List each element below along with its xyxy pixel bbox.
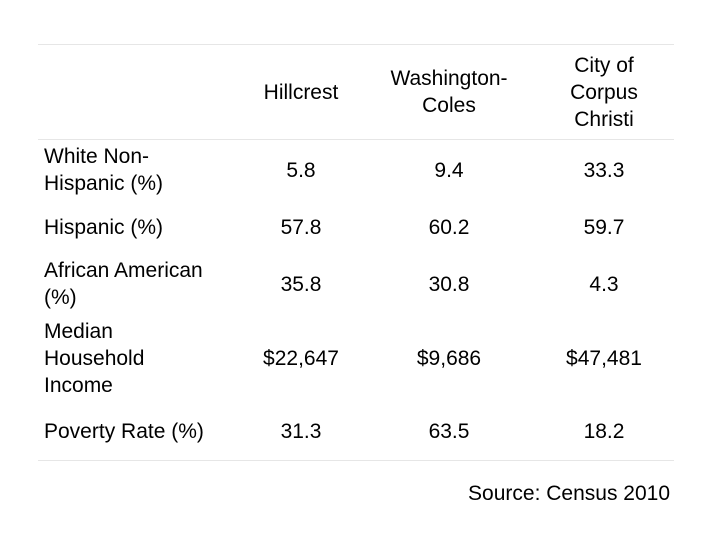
cell-value: $47,481 <box>566 346 642 370</box>
cell-value: 57.8 <box>280 215 322 239</box>
table-header-row: Hillcrest Washington- Coles City of Corpus… <box>38 44 674 140</box>
cell-value: 35.8 <box>280 272 322 296</box>
header-washington-coles: Washington- Coles <box>390 67 508 117</box>
cell-value: $9,686 <box>416 346 482 370</box>
cell-value: 4.3 <box>589 272 619 296</box>
cell-value: 59.7 <box>583 215 625 239</box>
row-label: Median Household Income <box>44 319 145 397</box>
data-table-container: Hillcrest Washington- Coles City of Corpus… <box>38 44 674 461</box>
cell-value: 18.2 <box>583 419 625 443</box>
table-row: Hispanic (%) 57.8 60.2 59.7 <box>38 200 674 254</box>
cell-value: 63.5 <box>428 419 470 443</box>
table-row: Median Household Income $22,647 $9,686 $47… <box>38 314 674 402</box>
header-hillcrest: Hillcrest <box>263 80 339 104</box>
table-row: African American (%) 35.8 30.8 4.3 <box>38 254 674 314</box>
cell-value: 31.3 <box>280 419 322 443</box>
row-label: Hispanic (%) <box>44 215 164 239</box>
row-label: African American (%) <box>44 259 203 309</box>
cell-value: 30.8 <box>428 272 470 296</box>
header-city-of-corpus-christi: City of Corpus Christi <box>570 53 638 131</box>
cell-value: 33.3 <box>583 158 625 182</box>
table-row: Poverty Rate (%) 31.3 63.5 18.2 <box>38 402 674 461</box>
row-label: Poverty Rate (%) <box>44 419 204 443</box>
table-row: White Non- Hispanic (%) 5.8 9.4 33.3 <box>38 140 674 201</box>
header-empty-cell <box>38 45 238 140</box>
demographics-table: Hillcrest Washington- Coles City of Corpus… <box>38 44 674 461</box>
source-caption: Source: Census 2010 <box>468 482 670 505</box>
cell-value: 5.8 <box>286 158 316 182</box>
row-label: White Non- Hispanic (%) <box>44 145 164 195</box>
cell-value: 9.4 <box>434 158 464 182</box>
cell-value: $22,647 <box>263 346 339 370</box>
cell-value: 60.2 <box>428 215 470 239</box>
